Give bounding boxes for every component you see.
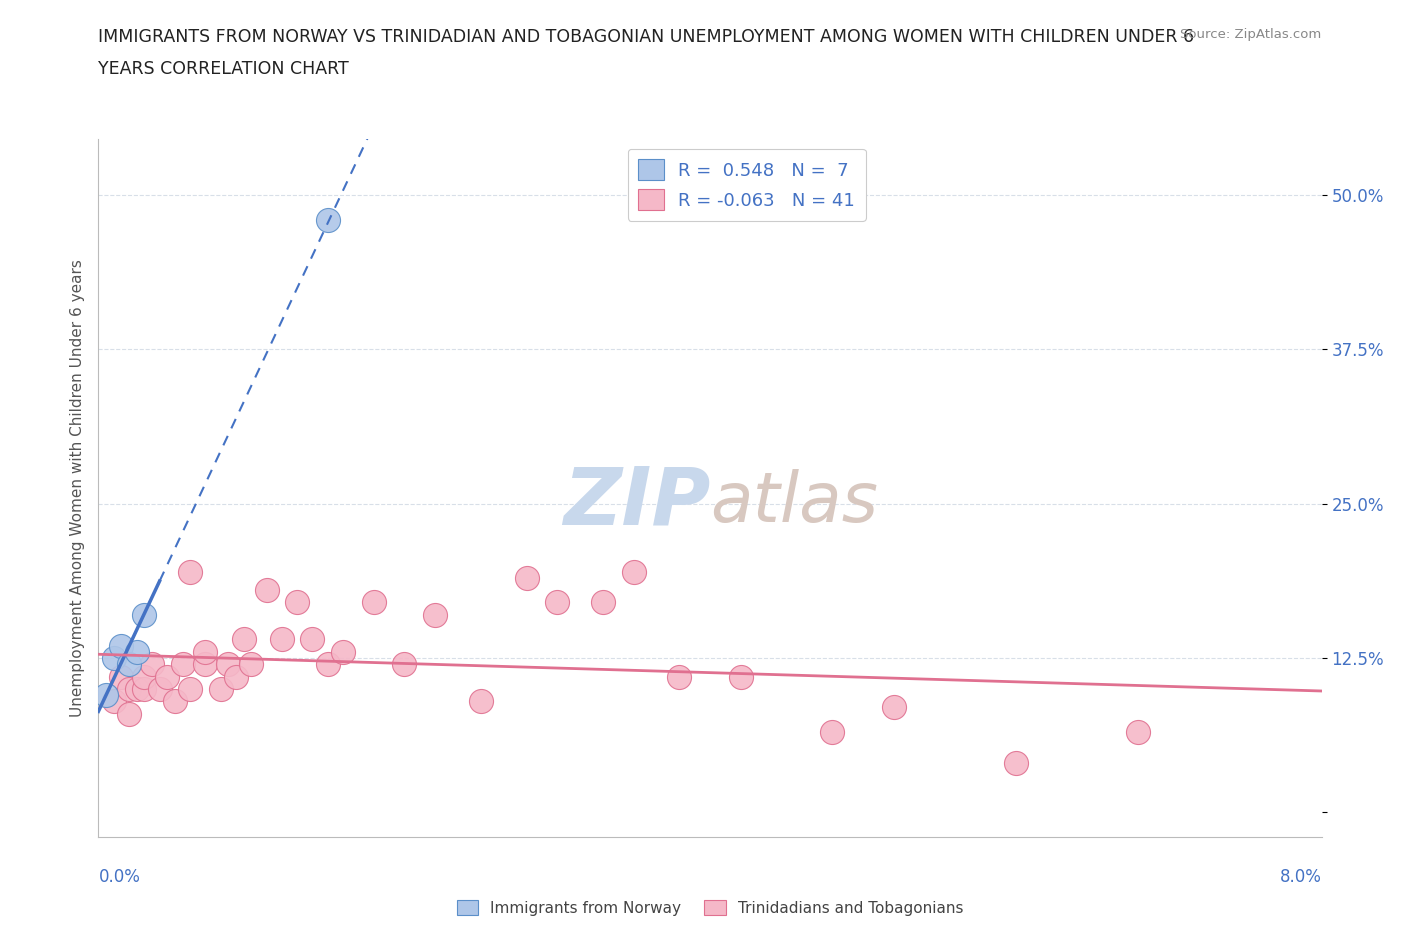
Point xyxy=(423,607,446,622)
Text: YEARS CORRELATION CHART: YEARS CORRELATION CHART xyxy=(98,60,349,78)
Point xyxy=(163,694,186,709)
Point xyxy=(141,657,163,671)
Point xyxy=(134,682,156,697)
Point xyxy=(125,682,148,697)
Point xyxy=(256,583,278,598)
Point xyxy=(668,669,690,684)
Point xyxy=(125,644,148,659)
Point xyxy=(240,657,263,671)
Point xyxy=(118,682,141,697)
Y-axis label: Unemployment Among Women with Children Under 6 years: Unemployment Among Women with Children U… xyxy=(69,259,84,717)
Text: IMMIGRANTS FROM NORWAY VS TRINIDADIAN AND TOBAGONIAN UNEMPLOYMENT AMONG WOMEN WI: IMMIGRANTS FROM NORWAY VS TRINIDADIAN AN… xyxy=(98,28,1195,46)
Point xyxy=(194,644,217,659)
Point xyxy=(179,682,201,697)
Point xyxy=(194,657,217,671)
Text: Source: ZipAtlas.com: Source: ZipAtlas.com xyxy=(1181,28,1322,41)
Legend: Immigrants from Norway, Trinidadians and Tobagonians: Immigrants from Norway, Trinidadians and… xyxy=(450,894,970,922)
Point xyxy=(332,644,354,659)
Text: 0.0%: 0.0% xyxy=(98,868,141,886)
Point xyxy=(623,565,645,579)
Point xyxy=(470,694,492,709)
Point xyxy=(149,682,172,697)
Point xyxy=(209,682,232,697)
Point xyxy=(301,632,323,647)
Point xyxy=(270,632,294,647)
Point xyxy=(118,706,141,721)
Text: 8.0%: 8.0% xyxy=(1279,868,1322,886)
Point xyxy=(225,669,247,684)
Point xyxy=(156,669,179,684)
Point xyxy=(516,570,538,585)
Point xyxy=(883,700,905,715)
Point xyxy=(134,669,156,684)
Point xyxy=(172,657,194,671)
Point xyxy=(821,724,844,739)
Point xyxy=(316,212,339,227)
Point xyxy=(392,657,416,671)
Point xyxy=(118,657,141,671)
Point xyxy=(232,632,254,647)
Point xyxy=(103,651,125,666)
Text: ZIP: ZIP xyxy=(562,463,710,541)
Point xyxy=(285,595,308,610)
Point xyxy=(316,657,339,671)
Point xyxy=(94,687,117,702)
Point xyxy=(730,669,752,684)
Point xyxy=(103,694,125,709)
Point xyxy=(363,595,385,610)
Point xyxy=(1128,724,1150,739)
Point xyxy=(179,565,201,579)
Point xyxy=(217,657,239,671)
Point xyxy=(110,669,132,684)
Point xyxy=(134,607,156,622)
Text: atlas: atlas xyxy=(710,469,877,536)
Point xyxy=(546,595,568,610)
Point xyxy=(1004,755,1026,770)
Point xyxy=(110,638,132,653)
Point xyxy=(592,595,614,610)
